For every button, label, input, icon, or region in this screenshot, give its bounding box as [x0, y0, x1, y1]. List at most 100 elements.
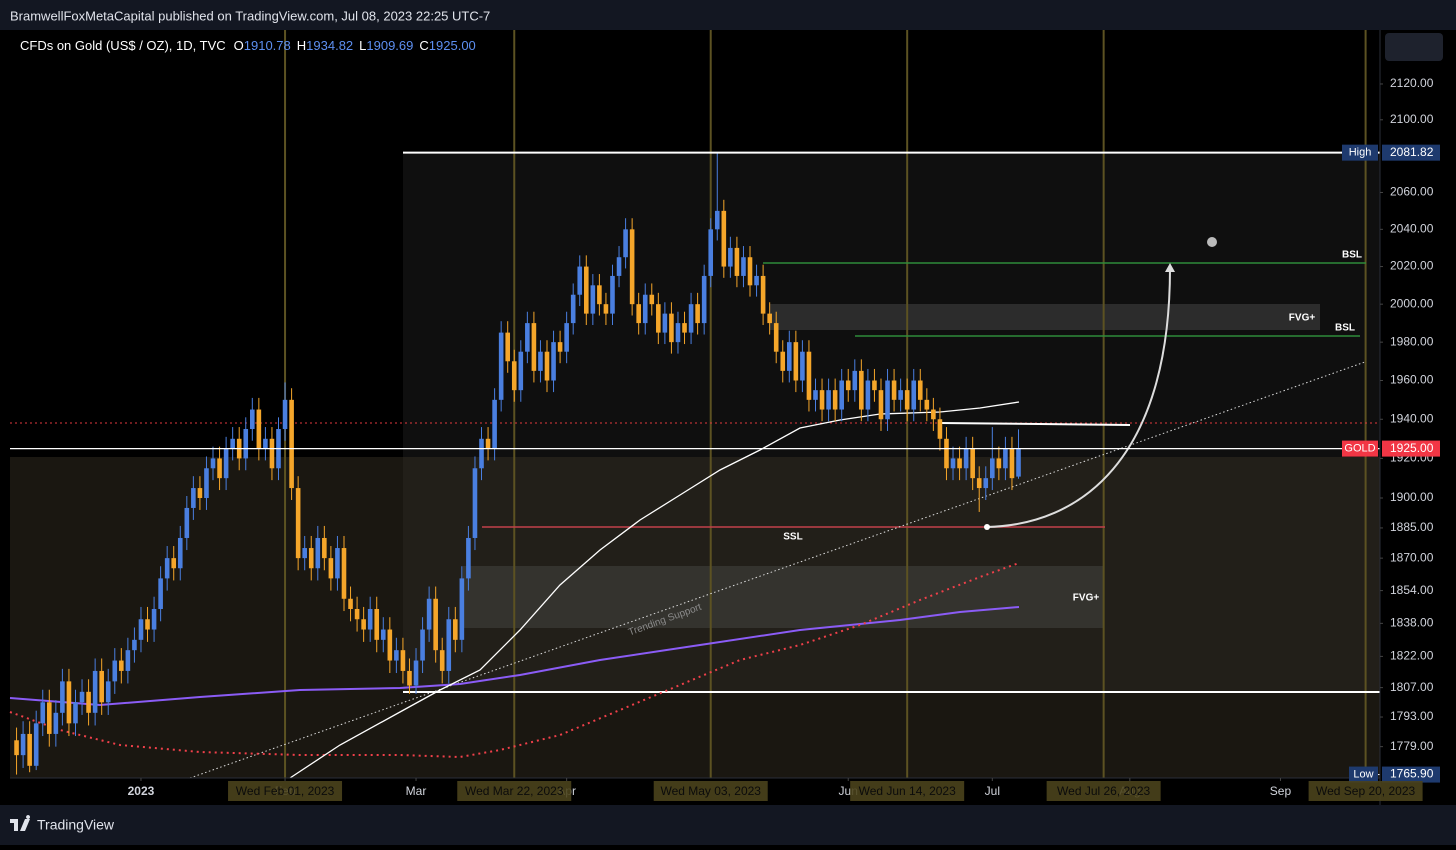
candle-body — [1016, 448, 1021, 477]
candle-body — [741, 257, 746, 276]
candle-body — [996, 458, 1002, 469]
candle-body — [66, 681, 72, 724]
candle-body — [859, 370, 864, 410]
arc-start — [984, 524, 990, 530]
candle-body — [407, 670, 412, 686]
ohlc-key: O — [234, 38, 244, 53]
y-tick-label: 2060.00 — [1390, 185, 1434, 199]
candle-body — [773, 323, 779, 352]
y-tick-label: 1779.00 — [1390, 739, 1434, 753]
candle-body — [380, 629, 386, 640]
candle-body — [767, 313, 772, 324]
candle-body — [675, 323, 681, 343]
candle-body — [669, 313, 674, 343]
ma-200 — [9, 606, 1020, 707]
candle-body — [904, 390, 910, 410]
candle-body — [747, 257, 753, 286]
x-tick-label: Mar — [406, 784, 427, 798]
y-tick-label: 2120.00 — [1390, 76, 1434, 90]
y-tick-label: 1960.00 — [1390, 373, 1434, 387]
candle-body — [852, 370, 858, 391]
candle-body — [79, 691, 85, 703]
candle-body — [164, 558, 170, 579]
candle-body — [623, 229, 628, 258]
candle-body — [217, 458, 222, 479]
fvg-box — [463, 566, 1104, 628]
candle-body — [800, 351, 805, 381]
candle-body — [171, 558, 177, 569]
candle-body — [158, 578, 163, 609]
candle-body — [426, 598, 432, 630]
settings-button[interactable] — [1385, 33, 1443, 61]
candle-body — [223, 448, 229, 479]
ohlc-key: H — [297, 38, 306, 53]
candle-body — [348, 598, 353, 609]
candle-body — [459, 578, 465, 640]
candle-body — [551, 342, 556, 381]
candle-body — [256, 409, 262, 449]
candle-body — [950, 458, 956, 469]
candle-body — [570, 294, 576, 324]
candle-body — [518, 351, 524, 391]
candle-body — [191, 488, 196, 508]
candle-body — [793, 342, 799, 381]
candle-body — [891, 380, 897, 400]
candle-body — [197, 488, 203, 498]
symbol: CFDs on Gold (US$ / OZ), 1D, TVC — [20, 38, 226, 53]
badge-tag-bg — [1342, 440, 1378, 457]
candle-body — [597, 285, 602, 305]
footer — [0, 805, 1456, 845]
y-tick-label: 1900.00 — [1390, 490, 1434, 504]
ohlc-value: 1934.82 — [306, 38, 353, 53]
candle-body — [394, 650, 399, 661]
candle-body — [328, 558, 334, 579]
ohlc-value: 1909.69 — [366, 38, 413, 53]
candle-body — [282, 399, 288, 430]
date-badge: Wed Feb 01, 2023 — [236, 784, 335, 798]
candle-body — [636, 304, 641, 324]
candle-body — [433, 598, 438, 651]
x-tick-label: Sep — [1270, 784, 1292, 798]
candle-body — [865, 380, 871, 410]
candle-body — [204, 468, 209, 498]
candle-body — [472, 468, 478, 538]
candle-body — [577, 266, 583, 295]
date-badge: Wed Sep 20, 2023 — [1316, 784, 1416, 798]
candle-body — [492, 399, 497, 449]
badge-bg — [1382, 766, 1440, 783]
candle-body — [917, 380, 923, 400]
y-tick-label: 1793.00 — [1390, 709, 1434, 723]
y-tick-label: 1870.00 — [1390, 550, 1434, 564]
y-tick-label: 2000.00 — [1390, 296, 1434, 310]
candle-body — [40, 702, 46, 724]
candle-body — [760, 275, 766, 314]
candle-body — [263, 438, 268, 449]
ohlc-value: 1925.00 — [429, 38, 476, 53]
fvg-box — [770, 304, 1320, 330]
y-tick-label: 1838.00 — [1390, 616, 1434, 630]
badge-label: 2081.82 — [1390, 145, 1434, 159]
candle-body — [819, 390, 825, 410]
projection-arc — [986, 267, 1171, 528]
candle-body — [911, 380, 917, 410]
candle-body — [688, 304, 694, 333]
candle-body — [119, 660, 124, 671]
candle-body — [826, 390, 831, 410]
candle-body — [341, 548, 347, 599]
candle-body — [322, 537, 327, 559]
top-bar — [0, 0, 1456, 30]
candle-body — [629, 229, 635, 305]
x-tick-label: 2023 — [128, 784, 155, 798]
candle-body — [1003, 448, 1008, 469]
annotation: BSL — [1342, 250, 1362, 261]
candle-body — [714, 210, 720, 230]
arrow-head — [1165, 263, 1175, 272]
ma-dotted — [9, 562, 1020, 759]
candle-body — [701, 275, 707, 324]
ohlc-value: 1910.78 — [244, 38, 291, 53]
candle-body — [446, 619, 452, 671]
candle-body — [754, 275, 759, 286]
annotation: SSL — [783, 532, 802, 543]
candle-body — [125, 650, 131, 671]
date-badge-bg — [228, 781, 343, 801]
